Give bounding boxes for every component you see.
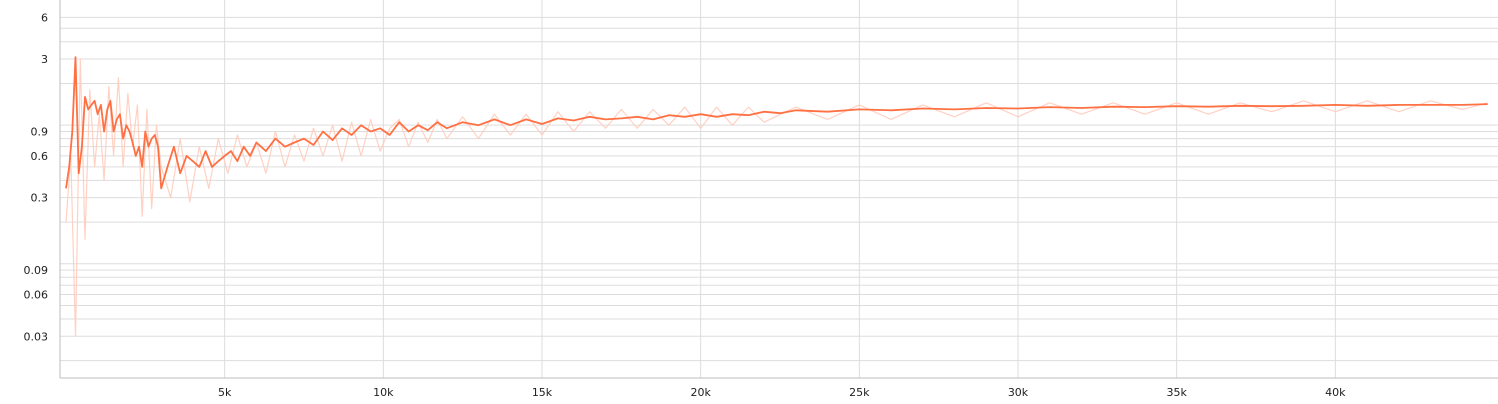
y-tick-label: 0.6 (31, 150, 49, 163)
smoothed-series-line (66, 57, 1488, 188)
x-tick-label: 5k (218, 386, 232, 399)
y-tick-label: 0.06 (24, 289, 49, 302)
y-tick-label: 0.09 (24, 264, 49, 277)
x-tick-label: 35k (1166, 386, 1187, 399)
y-tick-label: 0.9 (31, 126, 49, 139)
grid-layer (60, 0, 1498, 378)
x-tick-label: 25k (849, 386, 870, 399)
y-tick-label: 6 (41, 11, 48, 24)
label-layer: 6 3 0.9 0.6 0.3 0.09 0.06 0.03 5k 10k 15k 20k 25k 30k… (24, 11, 1347, 399)
y-tick-label: 0.3 (31, 192, 49, 205)
x-tick-label: 10k (373, 386, 394, 399)
axis-layer (60, 0, 1498, 378)
y-tick-label: 0.03 (24, 330, 49, 343)
x-tick-label: 20k (690, 386, 711, 399)
x-tick-label: 40k (1325, 386, 1346, 399)
x-tick-label: 15k (532, 386, 553, 399)
x-tick-label: 30k (1008, 386, 1029, 399)
y-tick-label: 3 (41, 53, 48, 66)
